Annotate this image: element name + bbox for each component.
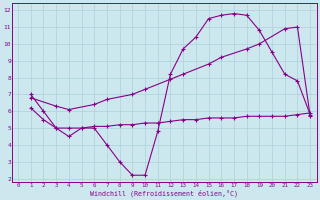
- X-axis label: Windchill (Refroidissement éolien,°C): Windchill (Refroidissement éolien,°C): [90, 189, 238, 197]
